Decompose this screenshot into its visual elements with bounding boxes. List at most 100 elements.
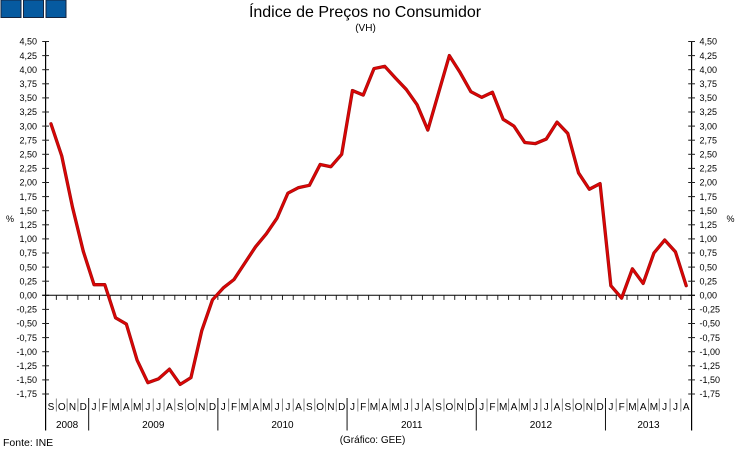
svg-text:-0,50: -0,50	[700, 319, 721, 329]
svg-text:2,50: 2,50	[19, 150, 37, 160]
svg-text:3,00: 3,00	[700, 121, 718, 131]
svg-text:A: A	[166, 402, 173, 413]
svg-text:N: N	[586, 402, 593, 413]
svg-text:2010: 2010	[271, 420, 294, 431]
svg-text:0,75: 0,75	[19, 248, 37, 258]
svg-text:1,25: 1,25	[19, 220, 37, 230]
svg-text:A: A	[511, 402, 518, 413]
svg-text:F: F	[102, 402, 108, 413]
svg-text:A: A	[554, 402, 561, 413]
svg-text:J: J	[662, 402, 667, 413]
svg-text:-0,25: -0,25	[16, 305, 37, 315]
svg-text:J: J	[404, 402, 409, 413]
svg-text:A: A	[424, 402, 431, 413]
svg-text:3,25: 3,25	[19, 107, 37, 117]
svg-text:M: M	[241, 402, 249, 413]
svg-text:D: D	[80, 402, 87, 413]
svg-text:1,75: 1,75	[19, 192, 37, 202]
svg-text:2,25: 2,25	[700, 164, 718, 174]
svg-text:%: %	[6, 214, 14, 224]
svg-text:(VH): (VH)	[355, 23, 376, 34]
svg-text:4,25: 4,25	[19, 51, 37, 61]
svg-text:S: S	[435, 402, 442, 413]
svg-text:2009: 2009	[142, 420, 165, 431]
svg-text:2,75: 2,75	[700, 135, 718, 145]
svg-text:S: S	[306, 402, 313, 413]
svg-text:Índice de Preços no Consumidor: Índice de Preços no Consumidor	[249, 2, 482, 21]
svg-text:D: D	[338, 402, 345, 413]
svg-text:2,00: 2,00	[700, 178, 718, 188]
svg-text:3,00: 3,00	[19, 121, 37, 131]
svg-text:D: D	[467, 402, 474, 413]
svg-text:S: S	[48, 402, 55, 413]
svg-text:-1,00: -1,00	[700, 347, 721, 357]
svg-text:-1,50: -1,50	[700, 375, 721, 385]
svg-text:-0,75: -0,75	[16, 333, 37, 343]
svg-text:J: J	[156, 402, 161, 413]
svg-text:2012: 2012	[530, 420, 553, 431]
svg-text:2008: 2008	[56, 420, 79, 431]
svg-text:M: M	[628, 402, 636, 413]
svg-text:2,50: 2,50	[700, 150, 718, 160]
svg-text:-0,75: -0,75	[700, 333, 721, 343]
svg-text:O: O	[575, 402, 583, 413]
svg-text:3,75: 3,75	[19, 79, 37, 89]
svg-text:N: N	[198, 402, 205, 413]
svg-text:1,25: 1,25	[700, 220, 718, 230]
svg-text:-1,00: -1,00	[16, 347, 37, 357]
svg-text:O: O	[58, 402, 66, 413]
svg-text:M: M	[262, 402, 270, 413]
svg-text:M: M	[133, 402, 141, 413]
svg-text:-0,50: -0,50	[16, 319, 37, 329]
svg-text:%: %	[726, 214, 734, 224]
svg-text:N: N	[69, 402, 76, 413]
svg-text:J: J	[221, 402, 226, 413]
svg-text:3,50: 3,50	[700, 93, 718, 103]
svg-text:J: J	[145, 402, 150, 413]
svg-text:M: M	[391, 402, 399, 413]
svg-text:0,50: 0,50	[19, 262, 37, 272]
svg-text:M: M	[521, 402, 529, 413]
svg-text:D: D	[209, 402, 216, 413]
svg-text:A: A	[640, 402, 647, 413]
svg-text:O: O	[316, 402, 324, 413]
svg-text:O: O	[187, 402, 195, 413]
svg-text:J: J	[275, 402, 280, 413]
svg-text:A: A	[252, 402, 259, 413]
svg-text:Fonte: INE: Fonte: INE	[3, 437, 53, 449]
svg-text:3,25: 3,25	[700, 107, 718, 117]
svg-text:M: M	[650, 402, 658, 413]
svg-text:1,75: 1,75	[700, 192, 718, 202]
svg-text:A: A	[123, 402, 130, 413]
svg-text:O: O	[445, 402, 453, 413]
svg-text:A: A	[683, 402, 690, 413]
svg-text:F: F	[231, 402, 237, 413]
svg-text:S: S	[564, 402, 571, 413]
svg-text:-1,75: -1,75	[16, 389, 37, 399]
svg-text:F: F	[619, 402, 625, 413]
svg-text:J: J	[350, 402, 355, 413]
svg-text:F: F	[489, 402, 495, 413]
svg-text:4,50: 4,50	[700, 37, 718, 47]
svg-text:0,25: 0,25	[19, 276, 37, 286]
svg-text:2013: 2013	[637, 420, 660, 431]
svg-text:2,25: 2,25	[19, 164, 37, 174]
svg-text:1,00: 1,00	[19, 234, 37, 244]
svg-text:J: J	[544, 402, 549, 413]
svg-text:(Gráfico: GEE): (Gráfico: GEE)	[340, 435, 406, 446]
svg-text:0,50: 0,50	[700, 262, 718, 272]
svg-text:N: N	[327, 402, 334, 413]
svg-text:J: J	[92, 402, 97, 413]
svg-text:-1,50: -1,50	[16, 375, 37, 385]
svg-text:J: J	[608, 402, 613, 413]
svg-text:J: J	[533, 402, 538, 413]
svg-text:-1,75: -1,75	[700, 389, 721, 399]
svg-text:S: S	[177, 402, 184, 413]
svg-text:J: J	[673, 402, 678, 413]
svg-text:M: M	[499, 402, 507, 413]
svg-text:4,00: 4,00	[700, 65, 718, 75]
svg-text:A: A	[295, 402, 302, 413]
svg-text:-1,25: -1,25	[700, 361, 721, 371]
svg-text:0,75: 0,75	[700, 248, 718, 258]
svg-text:1,00: 1,00	[700, 234, 718, 244]
